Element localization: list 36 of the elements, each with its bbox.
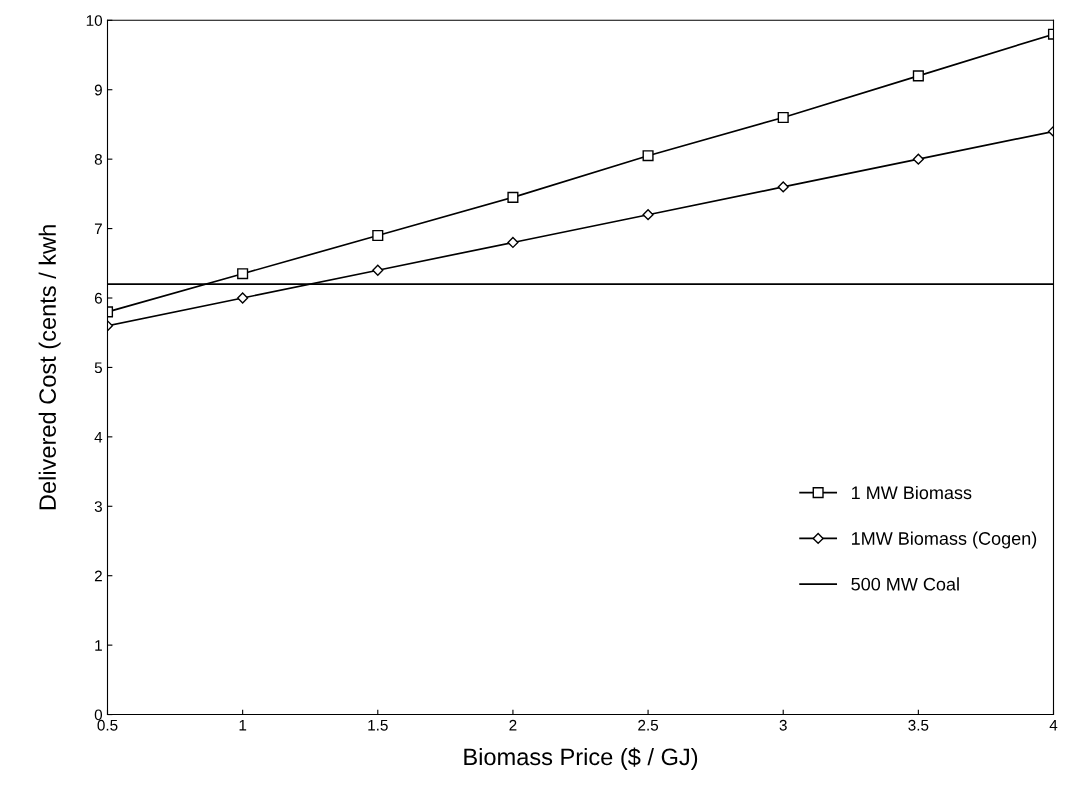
y-axis-title: Delivered Cost (cents / kwh: [38, 225, 61, 510]
point: [507, 191, 519, 203]
y-tick-label: 3: [94, 501, 102, 512]
y-tick-label: 8: [94, 154, 102, 165]
y-tick-label: 9: [94, 84, 102, 96]
point: [237, 292, 249, 304]
legend-label: 500 MW Coal: [851, 577, 959, 591]
y-tick-label: 2: [94, 570, 102, 582]
x-tick-label: 3: [779, 719, 787, 731]
x-tick-label: 1: [239, 719, 247, 731]
x-tick-label: 4: [1049, 719, 1058, 731]
point: [777, 181, 789, 193]
legend-label: 1MW Biomass (Cogen): [852, 531, 1037, 549]
point: [912, 153, 924, 165]
point: [507, 236, 519, 249]
x-tick-label: 1.5: [368, 719, 388, 731]
point: [912, 70, 924, 82]
x-axis-title: Biomass Price ($ / GJ): [464, 747, 698, 770]
y-tick-label: 4: [94, 431, 103, 443]
y-tick-label: 7: [94, 223, 102, 235]
y-tick-label: 6: [94, 292, 102, 304]
point: [237, 268, 249, 280]
point: [642, 209, 654, 221]
y-tick-label: 5: [94, 362, 102, 374]
x-tick-label: 0.5: [97, 719, 118, 731]
point: [777, 111, 789, 124]
x-tick-label: 3.5: [908, 719, 929, 731]
point: [372, 264, 384, 276]
y-tick-label: 10: [86, 15, 103, 26]
point: [642, 150, 654, 162]
x-tick-label: 2: [509, 719, 517, 731]
x-tick-label: 2.5: [638, 719, 659, 731]
point: [372, 229, 384, 242]
y-tick-label: 0: [94, 709, 103, 721]
legend-label: 1 MW Biomass: [852, 485, 972, 500]
y-tick-label: 1: [95, 640, 102, 651]
